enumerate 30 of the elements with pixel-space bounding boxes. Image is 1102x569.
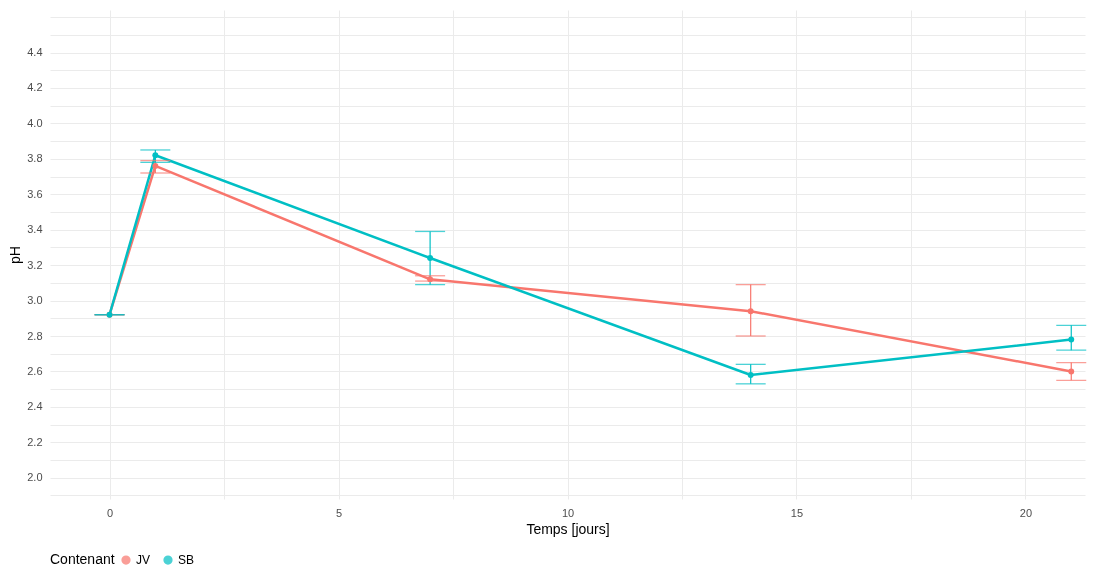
y-tick-label: 2.4 (27, 400, 43, 413)
y-tick-label: 3.6 (27, 187, 43, 200)
point (1068, 368, 1075, 375)
y-tick-label: 2.2 (27, 435, 43, 448)
y-tick-label: 3.8 (27, 152, 43, 165)
x-tick-label: 0 (106, 506, 114, 519)
y-tick-label: 3.4 (27, 223, 43, 236)
y-tick-label: 2.8 (27, 329, 43, 342)
point (152, 162, 159, 169)
y-tick-label: 2.0 (27, 471, 43, 484)
y-tick-label: 3.0 (27, 294, 43, 307)
x-tick-label: 20 (1019, 506, 1033, 519)
y-axis-title: pH (7, 246, 24, 264)
point (747, 372, 754, 378)
point (1068, 336, 1075, 343)
x-tick-label: 15 (790, 506, 804, 519)
x-tick-label: 5 (335, 506, 343, 519)
y-tick-label: 3.2 (27, 258, 43, 271)
point (747, 308, 754, 315)
point (152, 152, 159, 159)
y-tick-label: 4.2 (27, 81, 43, 94)
point (427, 255, 434, 261)
y-tick-label: 4.0 (27, 116, 43, 129)
x-tick-label: 10 (561, 506, 575, 519)
legend-title: Contenant (50, 551, 115, 567)
legend-label: JV (136, 553, 151, 568)
legend-label: SB (178, 553, 195, 568)
y-tick-label: 4.4 (27, 46, 43, 59)
x-axis-title: Temps [jours] (526, 520, 610, 537)
y-tick-label: 2.6 (27, 364, 43, 377)
